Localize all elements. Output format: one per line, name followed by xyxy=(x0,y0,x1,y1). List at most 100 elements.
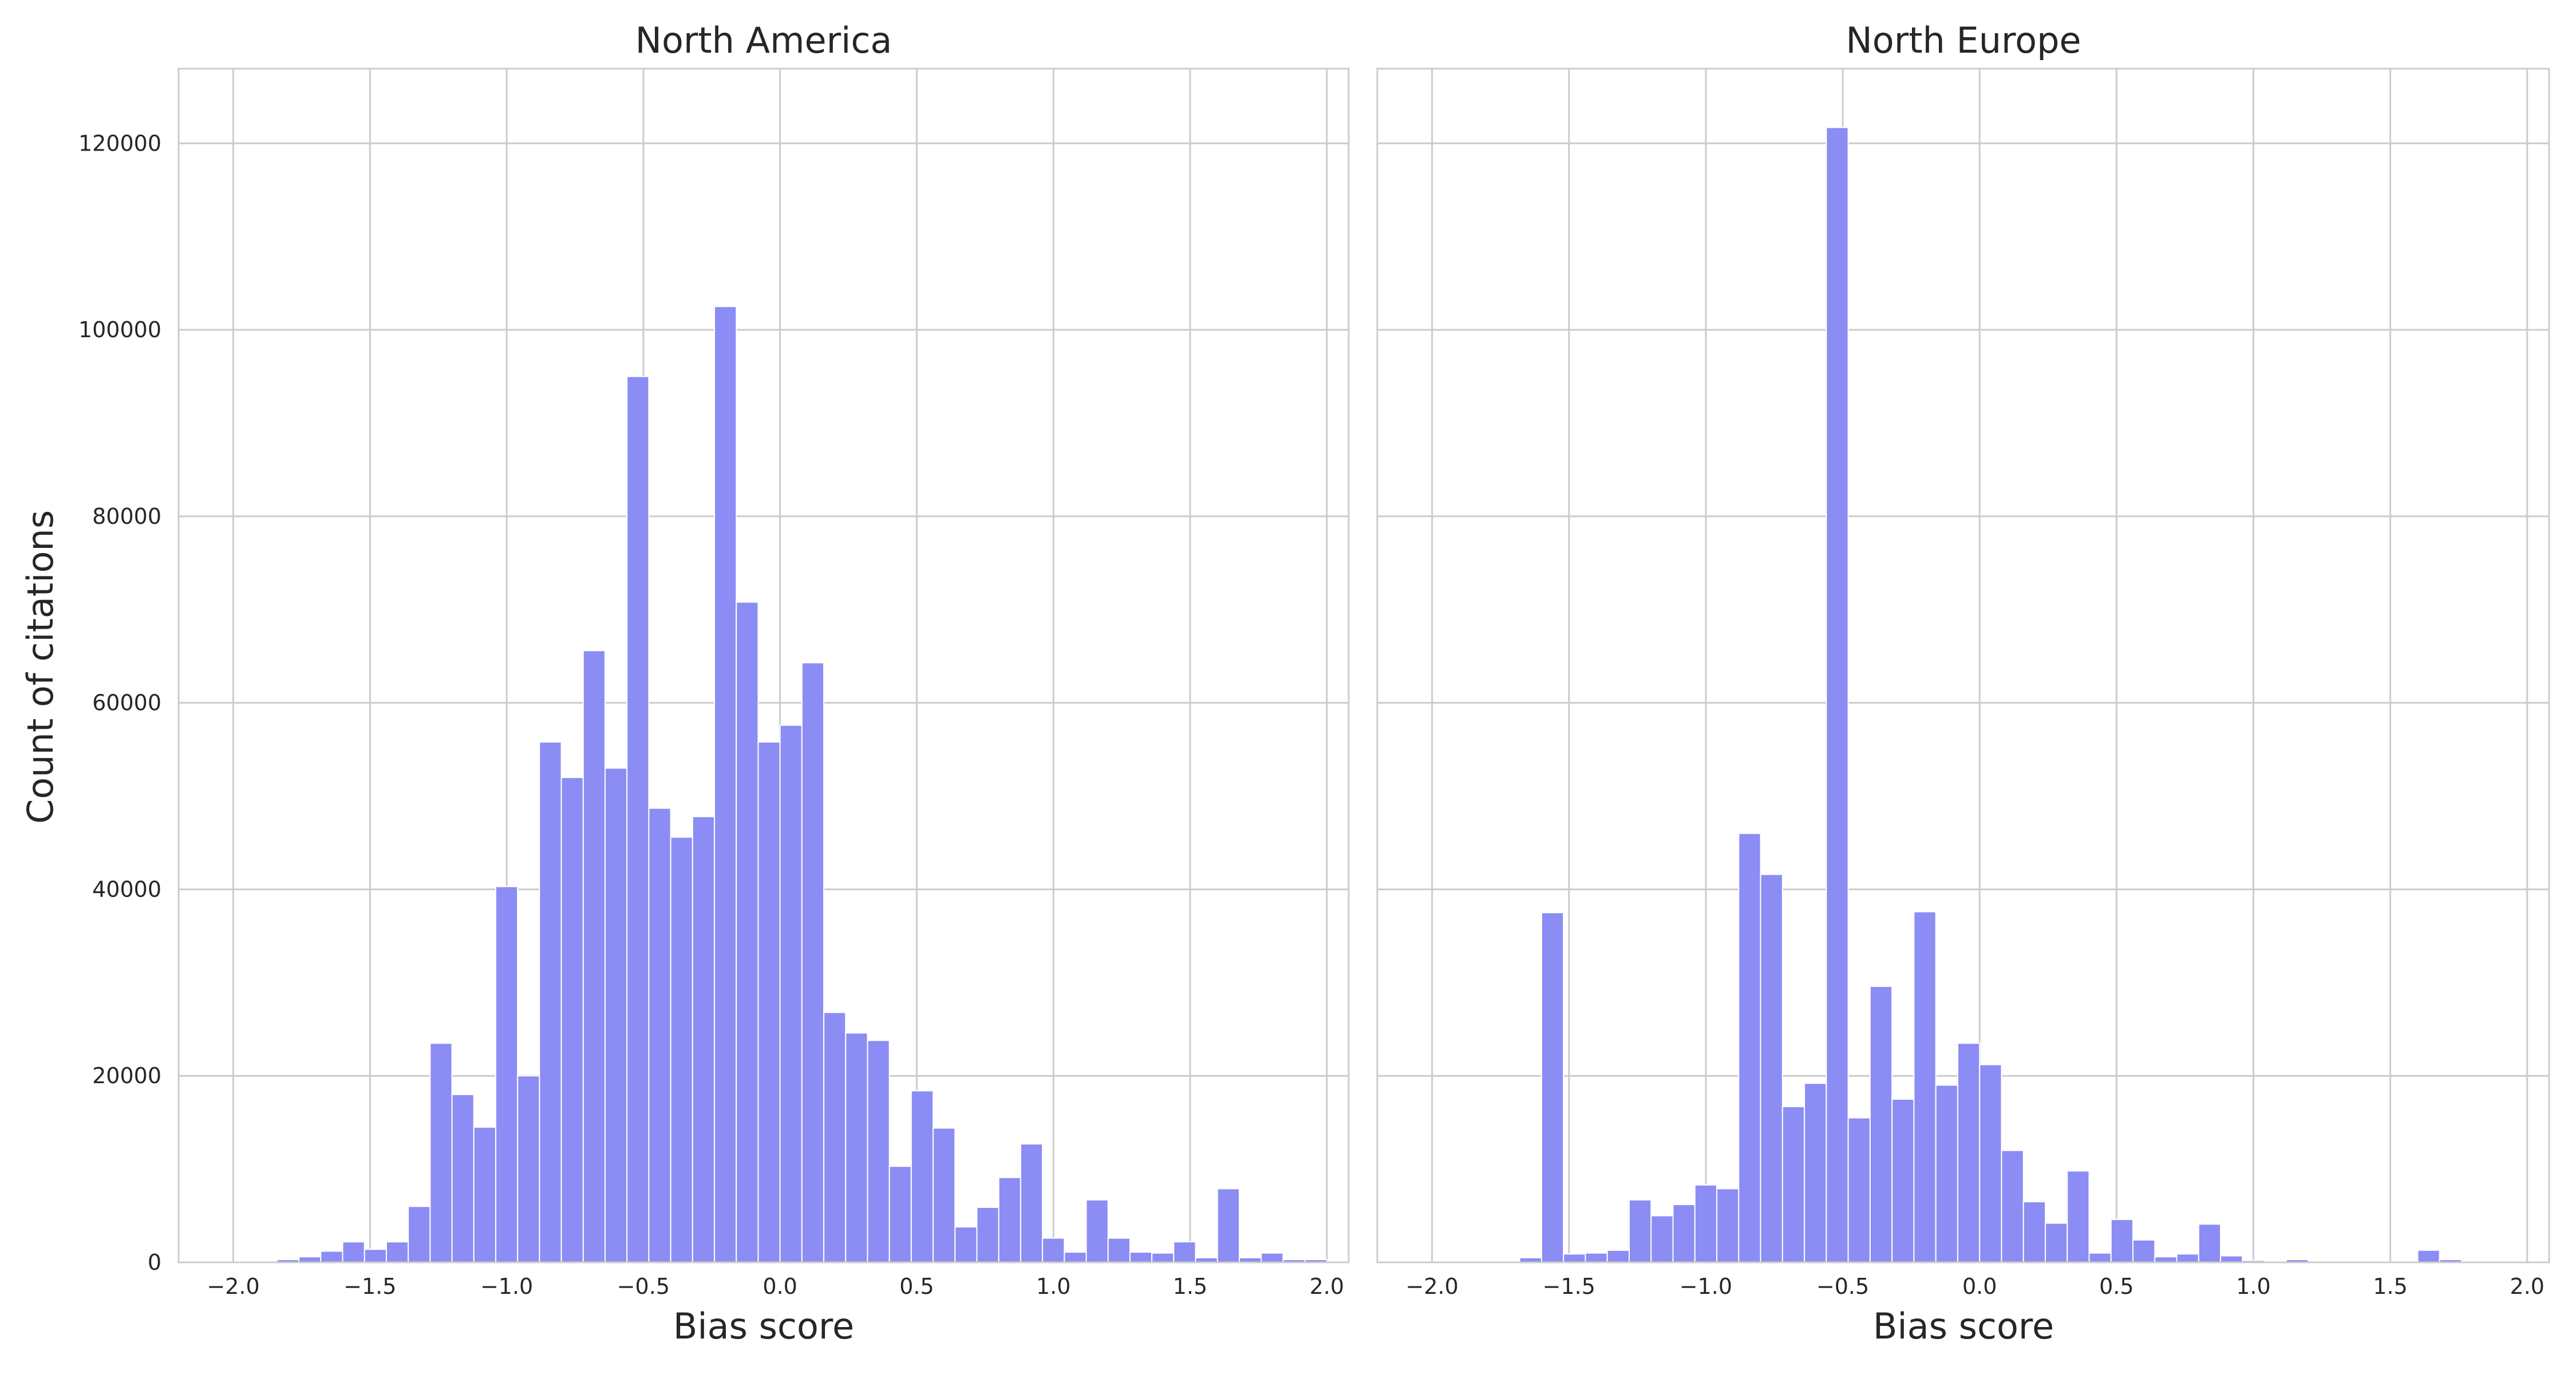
x-tick-label: −1.5 xyxy=(1543,1274,1595,1299)
histogram-bar xyxy=(1826,127,1849,1263)
histogram-bar xyxy=(1216,1188,1240,1263)
histogram-bar xyxy=(867,1040,890,1263)
histogram-bar xyxy=(954,1226,978,1263)
y-tick-label: 100000 xyxy=(78,317,161,342)
x-tick-label: −1.5 xyxy=(343,1274,396,1299)
histogram-bar xyxy=(1650,1215,1674,1263)
y-tick-labels: 0 20000 40000 60000 80000 100000 120000 xyxy=(78,131,161,1275)
x-axis-title: Bias score xyxy=(673,1305,854,1347)
x-tick-labels: −2.0 −1.5 −1.0 −0.5 0.0 0.5 1.0 1.5 2.0 xyxy=(207,1274,1344,1299)
histogram-bar xyxy=(823,1012,847,1263)
histogram-bar xyxy=(1042,1237,1065,1263)
histogram-bar xyxy=(1606,1249,1630,1263)
histogram-bar xyxy=(408,1206,431,1263)
histogram-bar xyxy=(1804,1083,1827,1263)
x-axis-title: Bias score xyxy=(1873,1305,2054,1347)
histogram-bar xyxy=(1716,1188,1740,1263)
histogram-bar xyxy=(582,650,606,1263)
x-tick-label: −2.0 xyxy=(207,1274,259,1299)
x-tick-label: 0.5 xyxy=(899,1274,934,1299)
x-tick-label: −1.0 xyxy=(480,1274,533,1299)
histogram-bar xyxy=(605,767,628,1263)
y-tick-label: 120000 xyxy=(78,131,161,156)
panel-title: North Europe xyxy=(1846,19,2081,61)
histogram-bar xyxy=(429,1043,453,1263)
histogram-bar xyxy=(539,741,562,1263)
bars xyxy=(1519,127,2484,1263)
histogram-bar xyxy=(2220,1255,2243,1263)
x-tick-label: −2.0 xyxy=(1406,1274,1459,1299)
histogram-bar xyxy=(2022,1201,2046,1263)
histogram-bar xyxy=(320,1250,343,1263)
x-tick-labels: −2.0 −1.5 −1.0 −0.5 0.0 0.5 1.0 1.5 2.0 xyxy=(1406,1274,2545,1299)
histogram-bar xyxy=(1760,874,1783,1263)
y-tick-label: 60000 xyxy=(92,690,161,716)
y-axis-title: Count of citations xyxy=(19,510,61,824)
histogram-bar xyxy=(473,1126,496,1263)
histogram-bar xyxy=(779,724,803,1263)
histogram-bar xyxy=(1020,1143,1044,1263)
panel-north-america: North America −2.0 −1.5 −1.0 −0.5 0.0 0.5 1.0 1… xyxy=(78,19,1350,1347)
x-tick-label: 0.0 xyxy=(1962,1274,1997,1299)
x-tick-label: −0.5 xyxy=(1816,1274,1869,1299)
histogram-bar xyxy=(560,776,584,1263)
histogram-bar xyxy=(1694,1184,1718,1263)
histogram-bar xyxy=(933,1127,956,1263)
histogram-bar xyxy=(998,1176,1021,1263)
histogram-bar xyxy=(385,1241,409,1263)
histogram-bar xyxy=(1085,1199,1109,1263)
histogram-bar xyxy=(1107,1237,1131,1263)
x-tick-label: 2.0 xyxy=(1310,1274,1344,1299)
histogram-bar xyxy=(670,836,693,1263)
histogram-bar xyxy=(495,886,519,1263)
histogram-bar xyxy=(1563,1253,1586,1263)
histogram-bar xyxy=(517,1075,540,1263)
histogram-bar xyxy=(1151,1252,1175,1263)
histogram-bar xyxy=(1261,1252,1284,1263)
axes-spines xyxy=(177,68,1350,1264)
histogram-bar xyxy=(1672,1204,1696,1263)
y-tick-label: 0 xyxy=(148,1250,161,1275)
histogram-bar xyxy=(2176,1253,2199,1263)
x-tick-label: 1.5 xyxy=(1173,1274,1207,1299)
histogram-bar xyxy=(2132,1239,2156,1263)
histogram-bar xyxy=(1957,1043,1981,1263)
histogram-bar xyxy=(2198,1223,2222,1263)
histogram-bar xyxy=(1129,1251,1153,1263)
histogram-bar xyxy=(736,601,759,1263)
grid xyxy=(1377,69,2549,1264)
histogram-bar xyxy=(2417,1249,2440,1263)
histogram-bar xyxy=(692,816,716,1263)
histogram-bar xyxy=(1891,1098,1915,1263)
histogram-bar xyxy=(757,741,781,1263)
x-tick-label: 1.0 xyxy=(1036,1274,1070,1299)
histogram-bar xyxy=(714,306,737,1263)
axes-frame xyxy=(177,68,1350,1264)
axes-spines xyxy=(1376,68,2550,1264)
histogram-bar xyxy=(1869,985,1893,1263)
x-tick-label: 1.5 xyxy=(2373,1274,2407,1299)
x-tick-label: 2.0 xyxy=(2510,1274,2545,1299)
histogram-bar xyxy=(1540,912,1564,1263)
histogram-bar xyxy=(1979,1064,2002,1263)
histogram-bar xyxy=(1585,1252,1608,1263)
histogram-bar xyxy=(910,1090,934,1263)
histogram-bar xyxy=(976,1206,999,1263)
histogram-bar xyxy=(1629,1199,1652,1263)
x-tick-label: −0.5 xyxy=(617,1274,670,1299)
x-tick-label: 1.0 xyxy=(2236,1274,2270,1299)
histogram-bar xyxy=(2088,1252,2112,1263)
histogram-bar xyxy=(1738,832,1761,1263)
histogram-bar xyxy=(845,1032,868,1263)
histogram-bar xyxy=(451,1093,475,1263)
histogram-bar xyxy=(2044,1222,2068,1263)
y-tick-label: 20000 xyxy=(92,1063,161,1088)
panel-title: North America xyxy=(635,19,892,61)
histogram-bar xyxy=(1935,1084,1958,1263)
histogram-bar xyxy=(342,1241,365,1263)
histogram-bar xyxy=(626,376,650,1263)
y-tick-label: 40000 xyxy=(92,876,161,902)
histogram-bar xyxy=(364,1249,387,1263)
